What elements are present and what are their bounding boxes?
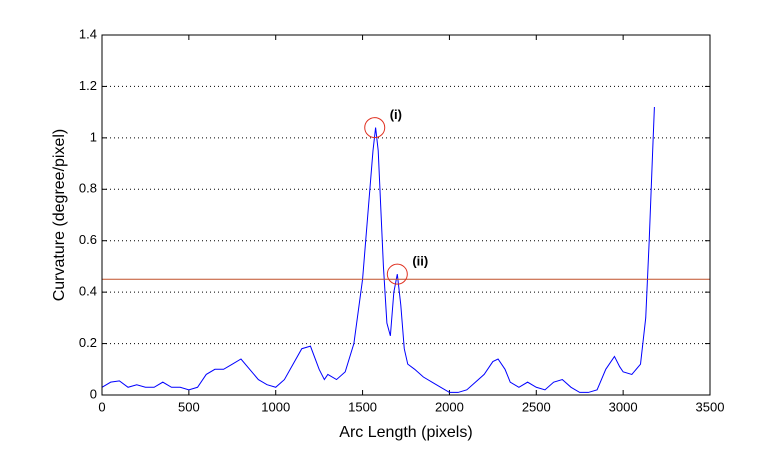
annotation-label: (ii) (412, 254, 428, 269)
annotation-circle (386, 263, 408, 285)
axes-box (101, 34, 711, 396)
x-tick-label: 0 (98, 399, 105, 414)
x-tick-label: 1500 (348, 399, 377, 414)
y-tick-label: 1.2 (79, 78, 97, 93)
y-axis-label: Curvature (degree/pixel) (51, 129, 68, 302)
y-tick-label: 0.4 (79, 284, 97, 299)
annotation-label: (i) (390, 107, 402, 122)
x-tick-label: 2000 (435, 399, 464, 414)
x-tick-label: 3500 (696, 399, 725, 414)
y-tick-label: 0.6 (79, 232, 97, 247)
data-line (101, 106, 655, 393)
x-tick-label: 3000 (609, 399, 638, 414)
x-tick-label: 2500 (522, 399, 551, 414)
y-tick-label: 0.2 (79, 335, 97, 350)
x-axis-label: Arc Length (pixels) (339, 424, 472, 441)
y-tick-label: 1.4 (79, 26, 97, 41)
annotation-circle (364, 117, 386, 139)
x-tick-label: 500 (178, 399, 200, 414)
x-tick-label: 1000 (261, 399, 290, 414)
y-tick-label: 1 (90, 129, 97, 144)
y-tick-label: 0 (90, 386, 97, 401)
y-tick-label: 0.8 (79, 181, 97, 196)
